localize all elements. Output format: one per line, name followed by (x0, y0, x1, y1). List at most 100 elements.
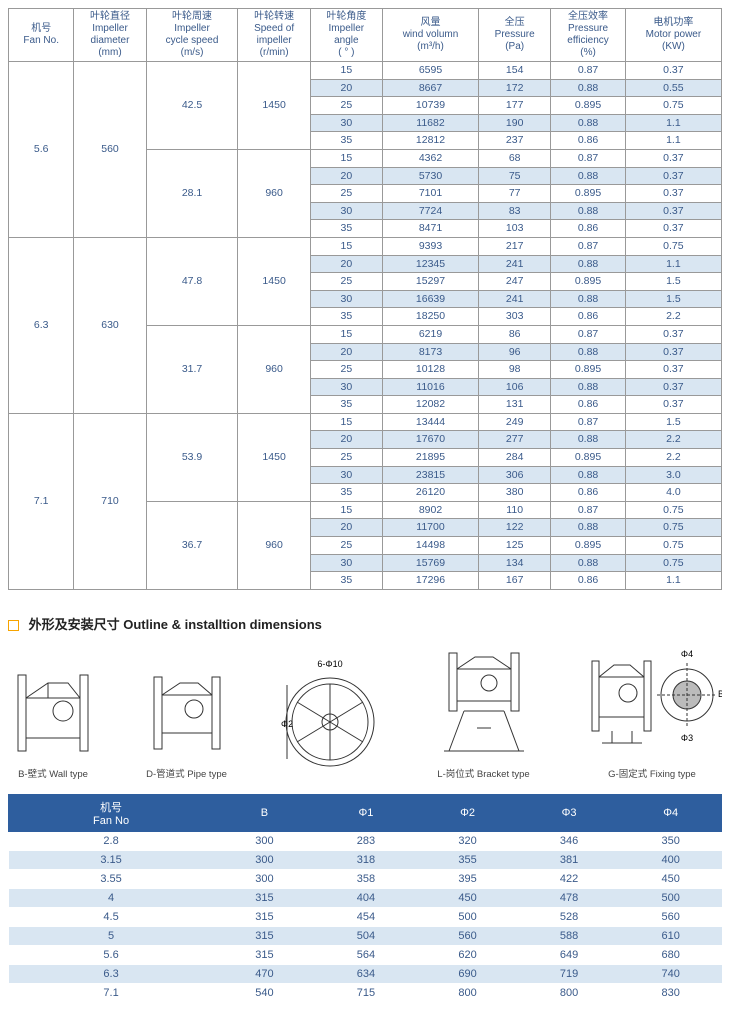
cell: 190 (479, 114, 551, 132)
cell: 380 (479, 484, 551, 502)
cell: 0.86 (551, 484, 626, 502)
cell: 0.75 (625, 554, 721, 572)
cell: 0.88 (551, 343, 626, 361)
cell: 0.37 (625, 202, 721, 220)
cell: 25 (310, 185, 382, 203)
cell: 0.86 (551, 308, 626, 326)
table-header: 叶轮角度Impellerangle( ° ) (310, 9, 382, 62)
cell: 0.37 (625, 343, 721, 361)
cell-cycle-speed: 28.1 (146, 149, 238, 237)
cell: 15769 (382, 554, 478, 572)
dim-label: 6-Φ10 (317, 659, 342, 669)
cell: 15 (310, 62, 382, 80)
cell: 35 (310, 132, 382, 150)
cell-rpm: 1450 (238, 62, 310, 150)
cell: 35 (310, 572, 382, 590)
cell: 241 (479, 255, 551, 273)
cell: 17670 (382, 431, 478, 449)
cell: 0.88 (551, 431, 626, 449)
cell: 540 (214, 983, 316, 1002)
cell-diameter: 710 (74, 413, 146, 589)
cell: 300 (214, 831, 316, 850)
cell: 0.37 (625, 62, 721, 80)
diagram-pipe-type: D-管道式 Pipe type (142, 663, 232, 780)
cell: 560 (620, 907, 722, 926)
cell: 320 (417, 831, 519, 850)
cell: 284 (479, 449, 551, 467)
table-header: Φ1 (315, 794, 417, 831)
cell: 13444 (382, 413, 478, 431)
table-row: 5.6315564620649680 (9, 945, 722, 964)
table-row: 6.363047.814501593932170.870.75 (9, 237, 722, 255)
cell: 6.3 (9, 964, 214, 983)
cell: 0.895 (551, 449, 626, 467)
cell: 0.37 (625, 185, 721, 203)
cell: 0.86 (551, 396, 626, 414)
cell-rpm: 960 (238, 325, 310, 413)
cell: 0.75 (625, 519, 721, 537)
cell: 450 (417, 888, 519, 907)
table-header: 叶轮直径Impellerdiameter(mm) (74, 9, 146, 62)
cell: 800 (417, 983, 519, 1002)
cell: 15 (310, 149, 382, 167)
dimensions-table: 机号Fan NoBΦ1Φ2Φ3Φ4 2.83002833203463503.15… (8, 794, 722, 1003)
cell: 11700 (382, 519, 478, 537)
cell: 8667 (382, 79, 478, 97)
cell: 610 (620, 926, 722, 945)
cell: 15 (310, 325, 382, 343)
table-row: 6.3470634690719740 (9, 964, 722, 983)
table-header: 机号Fan No (9, 794, 214, 831)
cell: 3.0 (625, 466, 721, 484)
cell: 690 (417, 964, 519, 983)
table-row: 7.171053.9145015134442490.871.5 (9, 413, 722, 431)
cell: 1.1 (625, 114, 721, 132)
cell: 830 (620, 983, 722, 1002)
cell: 25 (310, 97, 382, 115)
cell: 14498 (382, 537, 478, 555)
cell: 5730 (382, 167, 478, 185)
cell: 350 (620, 831, 722, 850)
cell: 237 (479, 132, 551, 150)
cell: 30 (310, 114, 382, 132)
table-header: 叶轮转速Speed ofimpeller(r/min) (238, 9, 310, 62)
table-row: 5.656042.514501565951540.870.37 (9, 62, 722, 80)
cell: 1.1 (625, 572, 721, 590)
cell: 528 (518, 907, 620, 926)
bracket-type-icon (429, 643, 539, 763)
cell: 381 (518, 850, 620, 869)
cell: 0.895 (551, 273, 626, 291)
fixing-type-icon: Φ4 Φ3 B (582, 643, 722, 763)
cell: 404 (315, 888, 417, 907)
cell: 3.15 (9, 850, 214, 869)
cell-rpm: 1450 (238, 237, 310, 325)
cell: 17296 (382, 572, 478, 590)
cell: 719 (518, 964, 620, 983)
cell: 0.87 (551, 237, 626, 255)
cell: 0.87 (551, 149, 626, 167)
cell-cycle-speed: 36.7 (146, 501, 238, 589)
cell: 23815 (382, 466, 478, 484)
cell: 1.1 (625, 132, 721, 150)
table-header: 叶轮周速Impellercycle speed(m/s) (146, 9, 238, 62)
cell: 15 (310, 501, 382, 519)
cell: 0.88 (551, 202, 626, 220)
cell-cycle-speed: 47.8 (146, 237, 238, 325)
table-header: Φ4 (620, 794, 722, 831)
cell: 0.37 (625, 396, 721, 414)
cell: 5 (9, 926, 214, 945)
cell: 1.5 (625, 413, 721, 431)
cell: 68 (479, 149, 551, 167)
cell: 110 (479, 501, 551, 519)
cell: 2.2 (625, 449, 721, 467)
cell: 0.88 (551, 378, 626, 396)
cell: 15 (310, 413, 382, 431)
table-header: Φ2 (417, 794, 519, 831)
cell: 450 (620, 869, 722, 888)
cell: 249 (479, 413, 551, 431)
cell: 20 (310, 167, 382, 185)
cell: 315 (214, 926, 316, 945)
cell: 35 (310, 484, 382, 502)
cell: 1.5 (625, 290, 721, 308)
cell: 8173 (382, 343, 478, 361)
cell: 11682 (382, 114, 478, 132)
